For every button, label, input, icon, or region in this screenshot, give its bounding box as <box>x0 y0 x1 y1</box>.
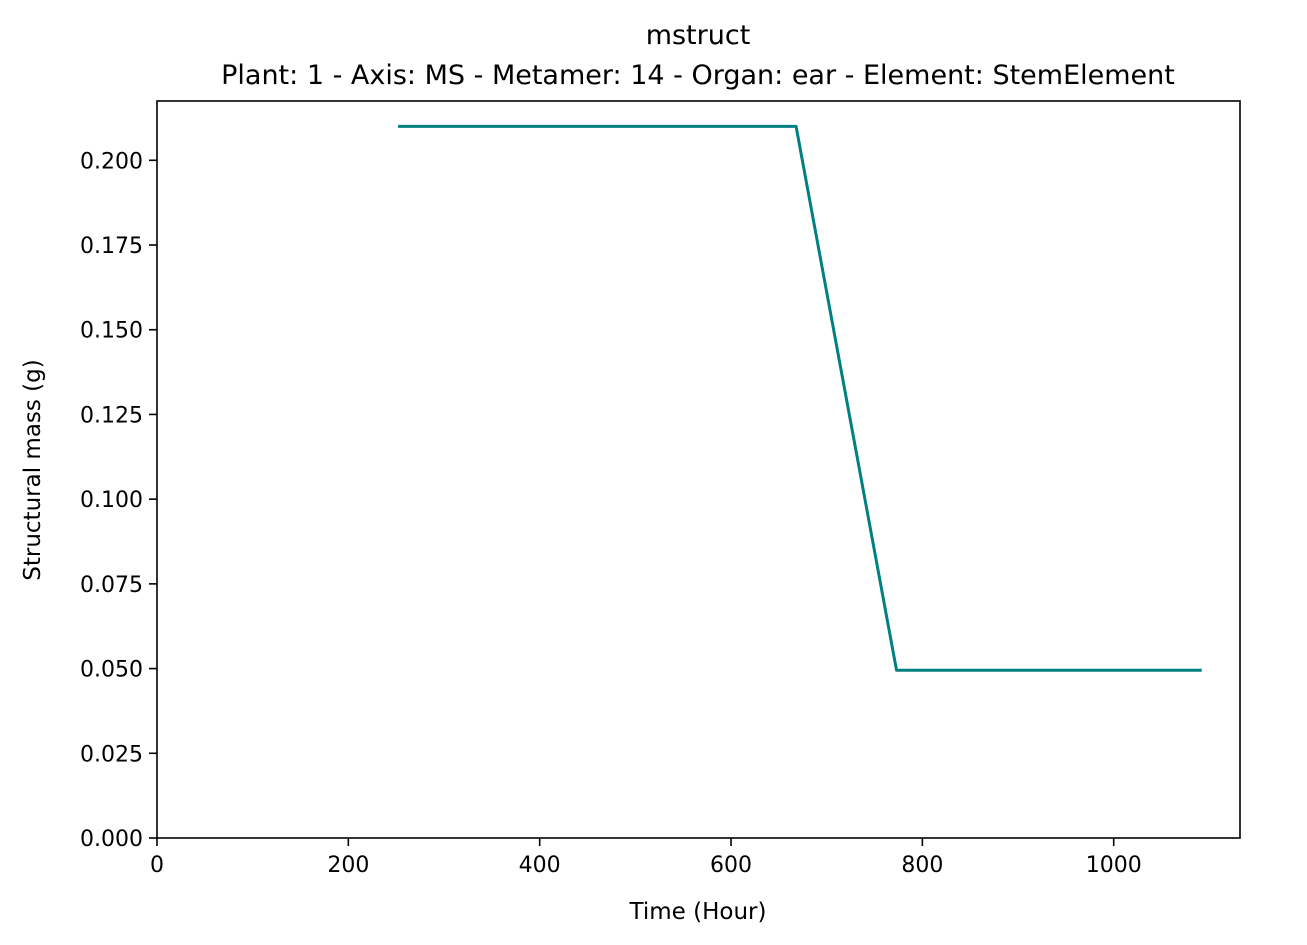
y-tick-label: 0.025 <box>80 742 143 767</box>
y-tick-label: 0.125 <box>80 403 143 428</box>
x-tick-label: 200 <box>327 853 369 878</box>
series-layer <box>398 124 1202 672</box>
x-tick-label: 400 <box>519 853 561 878</box>
y-tick-label: 0.000 <box>80 827 143 852</box>
y-axis-ticks: 0.000 0.025 0.050 0.075 0.100 0.125 0.150 0.175… <box>80 149 157 852</box>
y-tick-label: 0.200 <box>80 149 143 174</box>
x-tick-label: 600 <box>710 853 752 878</box>
y-tick-label: 0.050 <box>80 658 143 683</box>
x-axis-label: Time (Hour) <box>629 899 767 925</box>
y-axis-label: Structural mass (g) <box>20 359 46 580</box>
chart-title: mstruct <box>646 20 751 51</box>
chart-subtitle: Plant: 1 - Axis: MS - Metamer: 14 - Orga… <box>221 60 1175 91</box>
series-line-0 <box>398 124 1202 672</box>
y-tick-label: 0.075 <box>80 573 143 598</box>
y-tick-label: 0.100 <box>80 488 143 513</box>
plot-frame <box>156 100 1241 839</box>
x-axis-ticks: 0 200 400 600 800 1000 <box>150 838 1142 878</box>
y-tick-label: 0.175 <box>80 234 143 259</box>
x-tick-label: 0 <box>150 853 164 878</box>
x-tick-label: 1000 <box>1086 853 1142 878</box>
y-tick-label: 0.150 <box>80 319 143 344</box>
x-tick-label: 800 <box>901 853 943 878</box>
